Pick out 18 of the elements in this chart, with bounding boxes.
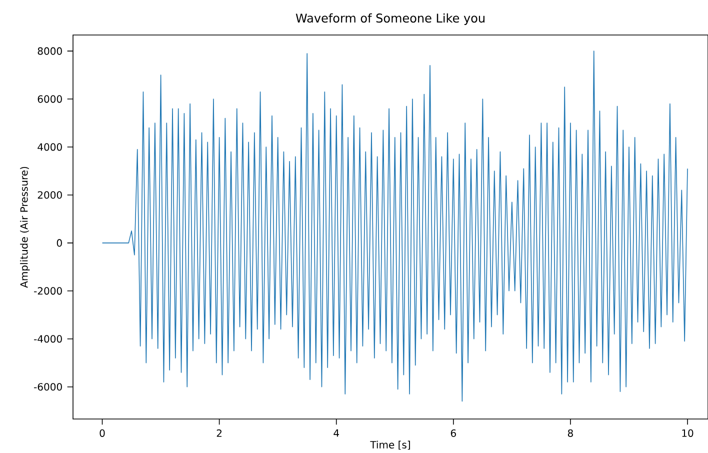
y-tick-label: 6000: [38, 95, 62, 103]
y-tick-label: 2000: [38, 191, 62, 199]
chart-title: Waveform of Someone Like you: [296, 13, 484, 25]
y-tick-label: 0: [56, 239, 62, 247]
x-tick-label: 4: [334, 429, 339, 437]
x-tick-label: 10: [682, 429, 694, 437]
line-series: [102, 50, 688, 402]
x-tick-label: 6: [450, 429, 456, 437]
y-tick-label: -4000: [34, 335, 62, 343]
x-axis-title: Time [s]: [370, 440, 410, 450]
y-tick-label: 8000: [38, 47, 62, 55]
y-tick-label: 4000: [38, 143, 62, 151]
y-axis-title: Amplitude (Air Pressure): [20, 166, 30, 288]
y-tick-label: -6000: [34, 383, 62, 391]
x-tick-label: 2: [216, 429, 222, 437]
x-tick-label: 0: [100, 429, 105, 437]
y-tick-label: -2000: [34, 287, 62, 295]
x-tick-label: 8: [568, 429, 573, 437]
